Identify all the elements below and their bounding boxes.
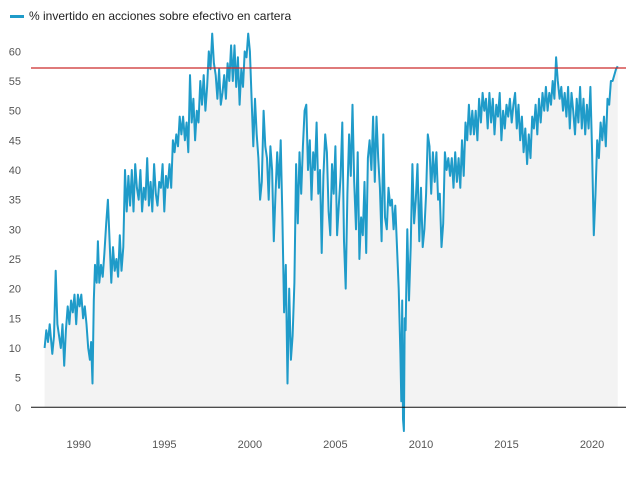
legend-label: % invertido en acciones sobre efectivo e… xyxy=(29,9,292,23)
x-tick-label: 1990 xyxy=(67,439,91,451)
legend: % invertido en acciones sobre efectivo e… xyxy=(10,9,291,23)
y-tick-label: 20 xyxy=(9,284,21,296)
series-line xyxy=(43,32,619,432)
x-tick-label: 2020 xyxy=(580,439,604,451)
y-tick-label: 45 xyxy=(9,135,21,147)
x-tick-label: 2010 xyxy=(409,439,433,451)
legend-swatch xyxy=(10,14,24,18)
y-tick-label: 15 xyxy=(9,313,21,325)
x-tick-label: 2005 xyxy=(323,439,347,451)
y-tick-label: 30 xyxy=(9,224,21,236)
y-tick-label: 0 xyxy=(15,402,21,414)
y-tick-label: 50 xyxy=(9,106,21,118)
x-tick-label: 2015 xyxy=(494,439,518,451)
line-layer xyxy=(43,32,619,432)
x-tick-label: 1995 xyxy=(152,439,176,451)
y-axis-ticks: 0 5 10 15 20 25 30 35 40 45 50 55 60 xyxy=(9,46,21,414)
y-tick-label: 40 xyxy=(9,165,21,177)
y-tick-label: 60 xyxy=(9,46,21,58)
y-tick-label: 25 xyxy=(9,254,21,266)
x-axis-ticks: 1990 1995 2000 2005 2010 2015 2020 xyxy=(67,439,605,451)
y-tick-label: 10 xyxy=(9,343,21,355)
y-tick-label: 55 xyxy=(9,76,21,88)
y-tick-label: 5 xyxy=(15,373,21,385)
y-tick-label: 35 xyxy=(9,195,21,207)
x-tick-label: 2000 xyxy=(238,439,262,451)
